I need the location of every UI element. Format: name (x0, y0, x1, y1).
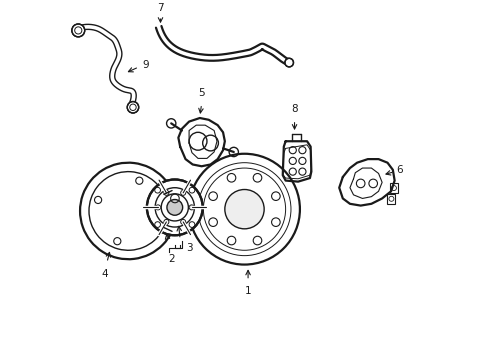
Text: 9: 9 (142, 60, 149, 71)
Circle shape (189, 205, 194, 210)
Bar (389, 183, 397, 193)
Text: 2: 2 (167, 254, 174, 264)
Text: 5: 5 (198, 88, 204, 98)
Text: 6: 6 (396, 165, 403, 175)
Circle shape (224, 189, 264, 229)
Text: 7: 7 (157, 3, 163, 13)
Text: 4: 4 (102, 269, 108, 279)
Circle shape (285, 58, 293, 67)
Circle shape (127, 102, 139, 113)
Circle shape (163, 220, 168, 224)
Circle shape (72, 24, 84, 37)
Text: 3: 3 (185, 243, 192, 253)
Circle shape (181, 220, 185, 224)
Circle shape (163, 190, 168, 195)
Bar (386, 194, 395, 204)
Circle shape (155, 205, 160, 210)
Circle shape (146, 180, 202, 235)
Text: 8: 8 (291, 104, 297, 114)
Text: 1: 1 (244, 286, 251, 296)
Circle shape (166, 199, 183, 215)
Circle shape (181, 190, 185, 195)
